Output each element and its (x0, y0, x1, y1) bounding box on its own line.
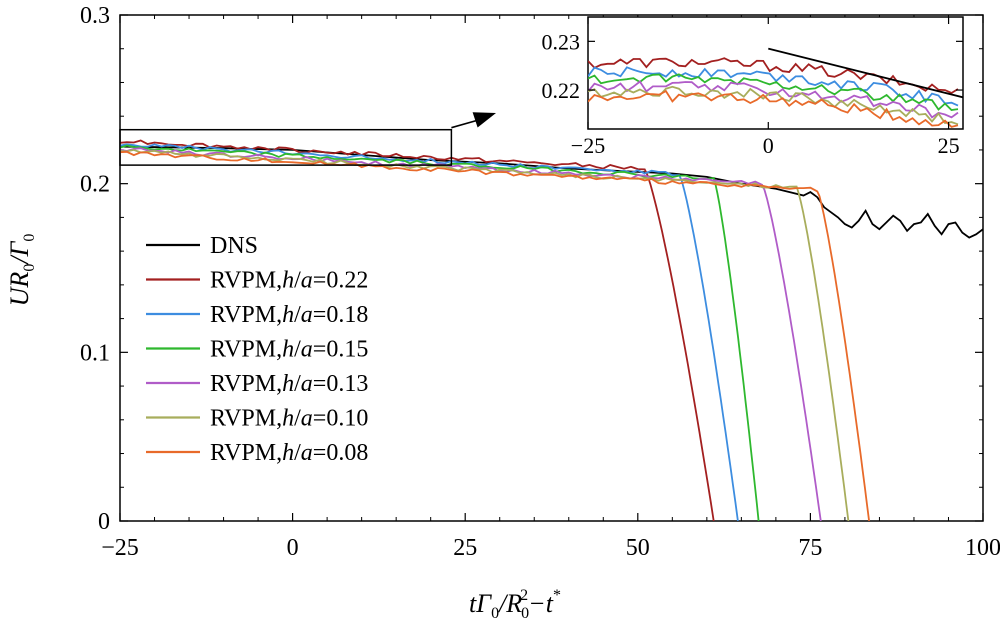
legend-label-prefix: RVPM, (210, 406, 282, 432)
inset-series-line-6 (588, 89, 959, 128)
legend-label-1: RVPM,h/a=0.22 (210, 268, 368, 294)
legend-label-h: h (282, 440, 294, 466)
inset-series-line-2 (588, 66, 959, 107)
legend-label-value: =0.10 (313, 406, 369, 432)
zoom-box (119, 128, 453, 166)
inset-dns-line (768, 47, 963, 99)
legend-label-3: RVPM,h/a=0.15 (210, 337, 368, 363)
legend-label-a: a (301, 406, 313, 432)
legend-label-a: a (301, 440, 313, 466)
inset-x-tick-label: −25 (571, 133, 605, 158)
x-tick-label: 75 (798, 535, 822, 561)
series-line-6 (120, 150, 870, 521)
series-line-3 (120, 144, 760, 521)
legend-label-a: a (301, 337, 313, 363)
legend-label-slash: / (294, 406, 301, 432)
legend-label-prefix: RVPM, (210, 268, 282, 294)
zoom-layer (119, 112, 496, 166)
legend-label-prefix: RVPM, (210, 302, 282, 328)
x-tick-label: 50 (626, 535, 650, 561)
legend-label-slash: / (294, 371, 301, 397)
legend-label-slash: / (294, 268, 301, 294)
series-line-1 (120, 139, 715, 521)
y-tick-label: 0.2 (80, 172, 110, 198)
inset-series-line-3 (588, 73, 959, 111)
legend-label-prefix: DNS (210, 233, 258, 259)
legend-label-prefix: RVPM, (210, 337, 282, 363)
legend-label-h: h (282, 337, 294, 363)
legend: DNSRVPM,h/a=0.22RVPM,h/a=0.18RVPM,h/a=0.… (146, 233, 368, 466)
legend-label-5: RVPM,h/a=0.10 (210, 406, 368, 432)
inset-y-tick-label: 0.23 (542, 29, 581, 54)
y-tick-label: 0.3 (80, 3, 110, 29)
legend-label-value: =0.08 (313, 440, 369, 466)
y-axis-title: UR0/Γ0 (5, 234, 38, 307)
legend-label-6: RVPM,h/a=0.08 (210, 440, 368, 466)
legend-label-4: RVPM,h/a=0.13 (210, 371, 368, 397)
x-tick-label: 100 (965, 535, 1000, 561)
legend-label-h: h (282, 268, 294, 294)
inset-x-tick-label: 0 (763, 133, 774, 158)
legend-label-slash: / (294, 337, 301, 363)
series-line-2 (120, 143, 739, 521)
x-tick-label: 0 (287, 535, 299, 561)
zoom-arrow-head (472, 112, 496, 128)
legend-label-value: =0.13 (313, 371, 369, 397)
legend-label-h: h (282, 302, 294, 328)
legend-label-2: RVPM,h/a=0.18 (210, 302, 368, 328)
y-tick-label: 0.1 (80, 340, 110, 366)
series-layer (120, 139, 983, 521)
inset-y-tick-label: 0.22 (542, 78, 581, 103)
legend-label-a: a (301, 371, 313, 397)
x-axis-title: tΓ0/R02−t* (469, 587, 561, 622)
y-tick-label: 0 (98, 509, 110, 535)
x-tick-label: 25 (453, 535, 477, 561)
legend-label-value: =0.15 (313, 337, 369, 363)
x-tick-label: −25 (101, 535, 139, 561)
legend-label-slash: / (294, 440, 301, 466)
plot-frame (119, 14, 984, 522)
legend-label-0: DNS (210, 233, 258, 259)
inset-plot: −25 0 25 0.22 0.23 (542, 16, 964, 158)
legend-label-value: =0.22 (313, 268, 369, 294)
legend-label-h: h (282, 406, 294, 432)
legend-label-a: a (301, 268, 313, 294)
inset-x-tick-label: 25 (938, 133, 960, 158)
legend-label-h: h (282, 371, 294, 397)
legend-label-prefix: RVPM, (210, 371, 282, 397)
legend-label-a: a (301, 302, 313, 328)
legend-label-value: =0.18 (313, 302, 369, 328)
legend-label-prefix: RVPM, (210, 440, 282, 466)
inset-series-line-4 (588, 80, 959, 119)
legend-label-slash: / (294, 302, 301, 328)
